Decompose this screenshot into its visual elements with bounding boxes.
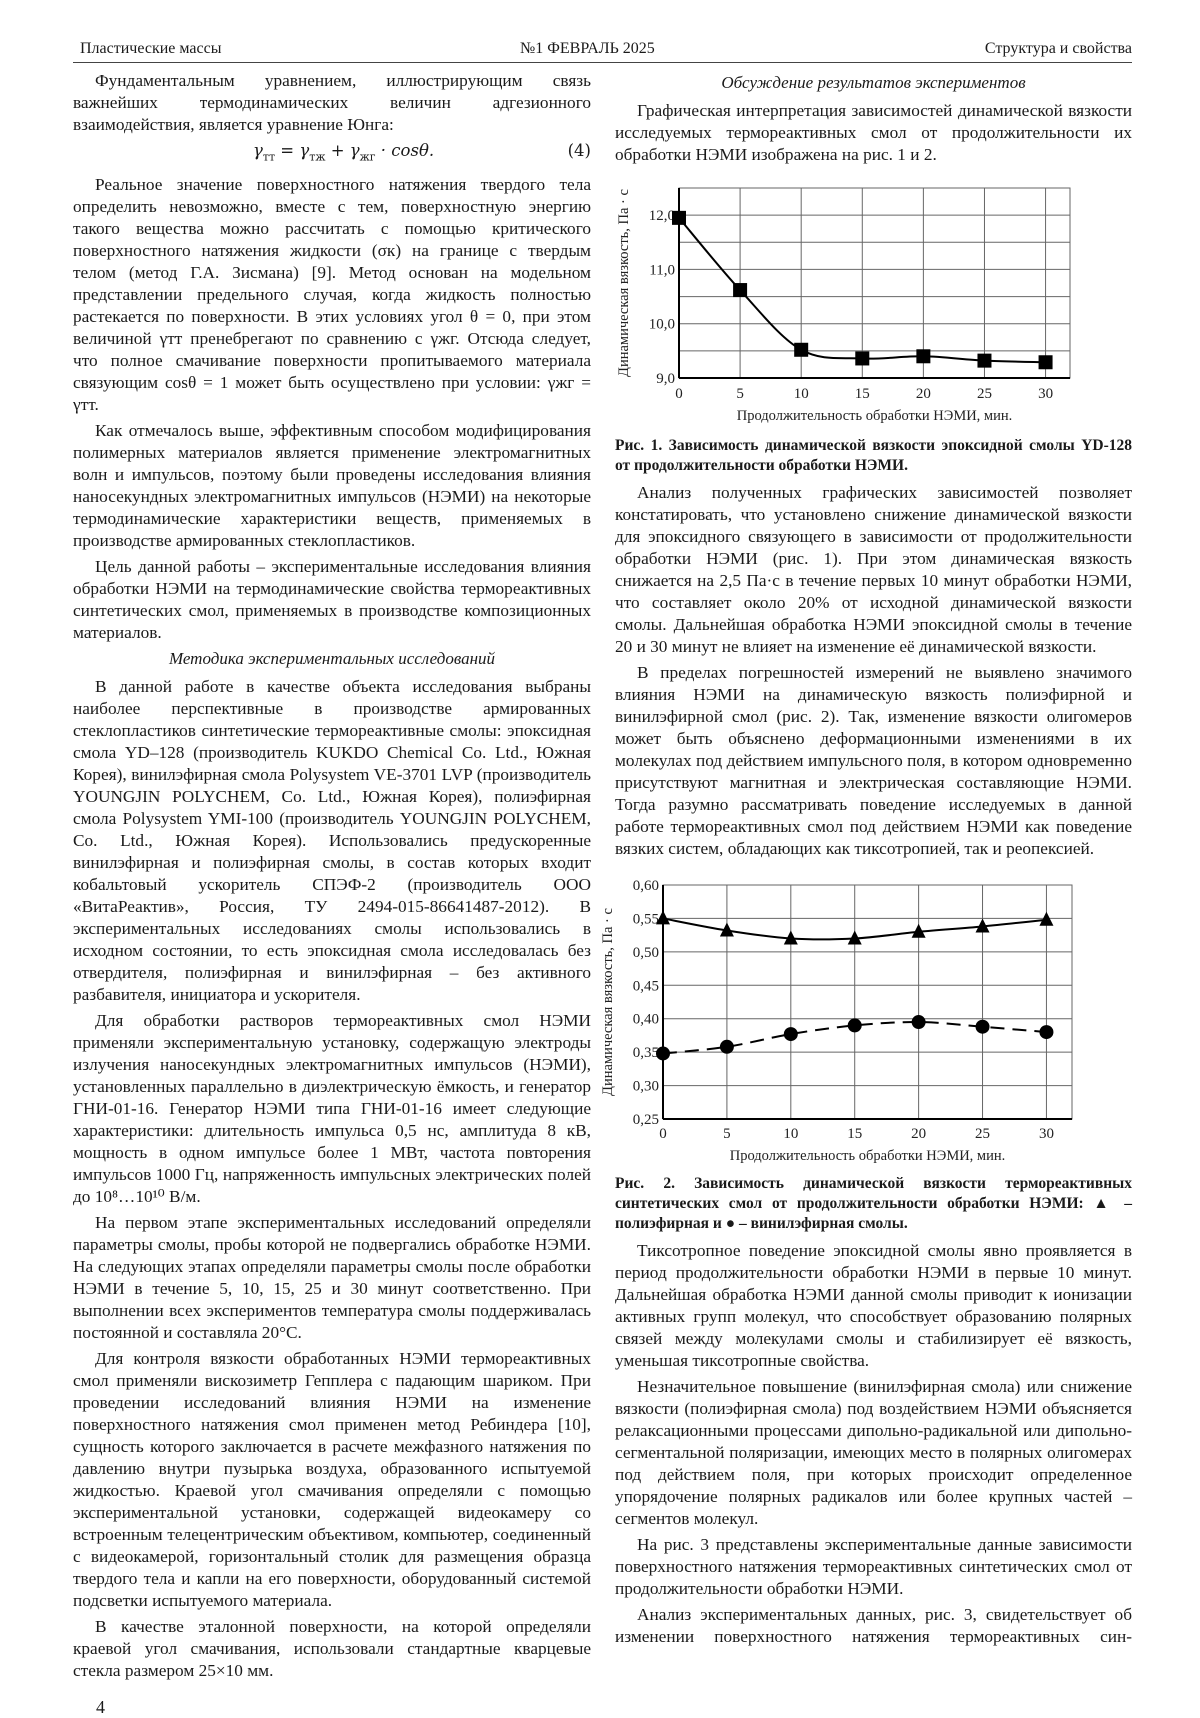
paragraph: Для контроля вязкости обработанных НЭМИ … [73, 1348, 591, 1612]
x-tick-label: 5 [736, 386, 744, 402]
x-tick-label: 30 [1038, 386, 1053, 402]
y-axis-label: Динамическая вязкость, Па · с [616, 189, 632, 377]
data-point-square [794, 343, 808, 357]
y-tick-label: 12,0 [649, 208, 675, 224]
section-heading: Методика экспериментальных исследований [73, 648, 591, 670]
data-point-circle [720, 1040, 734, 1054]
data-point-square [977, 354, 991, 368]
eq-subscript: тж [309, 150, 325, 163]
y-tick-label: 0,60 [633, 878, 659, 894]
eq-subscript: тт [263, 150, 275, 163]
x-tick-label: 25 [977, 386, 992, 402]
x-axis-label: Продолжительность обработки НЭМИ, мин. [737, 408, 1013, 424]
x-tick-label: 30 [1039, 1126, 1054, 1142]
y-tick-label: 9,0 [656, 371, 675, 387]
plot-frame [679, 188, 1070, 378]
y-tick-label: 0,35 [633, 1045, 659, 1061]
paragraph: В пределах погрешностей измерений не выя… [615, 662, 1132, 860]
y-tick-label: 0,55 [633, 911, 659, 927]
data-point-circle [976, 1020, 990, 1034]
x-tick-label: 15 [855, 386, 870, 402]
paragraph: Анализ полученных графических зависимост… [615, 482, 1132, 658]
eq-op: = [275, 141, 299, 160]
data-point-circle [912, 1015, 926, 1029]
data-point-square [672, 211, 686, 225]
data-point-circle [784, 1027, 798, 1041]
paragraph: Анализ экспериментальных данных, рис. 3,… [615, 1604, 1132, 1648]
paragraph: Для обработки растворов термореактивных … [73, 1010, 591, 1208]
data-point-circle [656, 1046, 670, 1060]
paragraph: Фундаментальным уравнением, иллюстрирующ… [73, 70, 591, 136]
x-tick-label: 10 [794, 386, 809, 402]
paragraph: Графическая интерпретация зависимостей д… [615, 100, 1132, 166]
eq-op: + [325, 141, 349, 160]
x-tick-label: 5 [723, 1126, 731, 1142]
paragraph: В качестве эталонной поверхности, на кот… [73, 1616, 591, 1682]
paragraph: Как отмечалось выше, эффективным способо… [73, 420, 591, 552]
eq-symbol: γ [253, 141, 263, 160]
data-point-square [733, 283, 747, 297]
young-equation: γтт = γтж + γжг · cosθ. (4) [73, 140, 591, 168]
equation-number: (4) [568, 140, 591, 168]
x-tick-label: 20 [911, 1126, 926, 1142]
data-point-square [855, 351, 869, 365]
y-axis-label: Динамическая вязкость, Па · с [600, 908, 616, 1096]
data-point-square [1039, 355, 1053, 369]
y-tick-label: 11,0 [649, 262, 675, 278]
data-point-circle [1039, 1025, 1053, 1039]
header-issue: №1 ФЕВРАЛЬ 2025 [520, 40, 655, 58]
x-tick-label: 0 [659, 1126, 667, 1142]
plot-frame [663, 885, 1072, 1119]
eq-subscript: жг [360, 150, 376, 163]
x-tick-label: 20 [916, 386, 931, 402]
y-tick-label: 0,45 [633, 978, 659, 994]
y-tick-label: 0,50 [633, 945, 659, 961]
header-journal: Пластические массы [80, 40, 221, 58]
right-column: Обсуждение результатов экспериментов Гра… [615, 68, 1132, 1652]
paragraph: В данной работе в качестве объекта иссле… [73, 676, 591, 1006]
figure-2-caption: Рис. 2. Зависимость динамической вязкост… [615, 1174, 1132, 1234]
x-tick-label: 25 [975, 1126, 990, 1142]
figure-1-chart: 9,0 10,0 11,0 12,0 0 5 10 15 20 25 30 Продолжительн… [580, 170, 1140, 432]
page-number: 4 [73, 1696, 591, 1718]
x-tick-label: 10 [783, 1126, 798, 1142]
y-tick-label: 0,30 [633, 1079, 659, 1095]
x-axis-label: Продолжительность обработки НЭМИ, мин. [730, 1148, 1006, 1164]
x-tick-label: 15 [847, 1126, 862, 1142]
equation: γтт = γтж + γжг · cosθ. [253, 140, 434, 168]
paragraph: Тиксотропное поведение эпоксидной смолы … [615, 1240, 1132, 1372]
paragraph: Реальное значение поверхностного натяжен… [73, 174, 591, 416]
eq-symbol: γ [350, 141, 360, 160]
left-column: Фундаментальным уравнением, иллюстрирующ… [73, 70, 591, 1718]
figure-2-chart: 0,25 0,30 0,35 0,40 0,45 0,50 0,55 0,60 0 5 10 15 20… [580, 870, 1140, 1170]
data-point-square [916, 349, 930, 363]
data-point-circle [848, 1018, 862, 1032]
x-tick-label: 0 [675, 386, 683, 402]
y-tick-label: 10,0 [649, 317, 675, 333]
figure-1-caption: Рис. 1. Зависимость динамической вязкост… [615, 436, 1132, 476]
y-tick-label: 0,25 [633, 1112, 659, 1128]
eq-symbol: γ [299, 141, 309, 160]
section-heading: Обсуждение результатов экспериментов [615, 72, 1132, 94]
header-rule [73, 62, 1132, 63]
paragraph: Цель данной работы – экспериментальные и… [73, 556, 591, 644]
y-tick-label: 0,40 [633, 1012, 659, 1028]
paragraph: Незначительное повышение (винилэфирная с… [615, 1376, 1132, 1530]
eq-tail: · cosθ. [376, 141, 435, 160]
header-section: Структура и свойства [985, 40, 1132, 58]
paragraph: На рис. 3 представлены экспериментальные… [615, 1534, 1132, 1600]
paragraph: На первом этапе экспериментальных исслед… [73, 1212, 591, 1344]
